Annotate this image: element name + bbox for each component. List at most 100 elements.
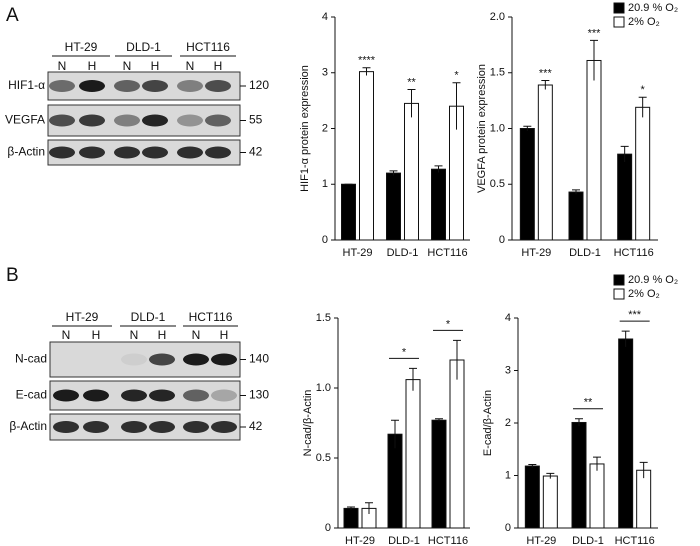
bar xyxy=(571,421,587,529)
error-bar xyxy=(435,418,443,422)
error-bar xyxy=(523,125,532,131)
y-tick-label: 1.5 xyxy=(316,312,331,324)
bar xyxy=(618,338,634,529)
blot-band xyxy=(79,146,105,159)
cell-line-label: HCT116 xyxy=(189,310,233,324)
lane-label: N xyxy=(130,328,139,342)
blot-band xyxy=(149,389,175,402)
blot-band xyxy=(142,146,168,159)
y-tick-label: 1 xyxy=(505,469,511,481)
bar xyxy=(431,168,446,241)
significance-label: * xyxy=(446,318,451,330)
bar xyxy=(343,507,359,529)
y-tick-label: 4 xyxy=(322,11,328,23)
blot-band xyxy=(149,353,175,366)
y-tick-label: 4 xyxy=(505,312,511,324)
bar xyxy=(586,59,602,241)
row-label: β-Actin xyxy=(9,419,47,433)
bar xyxy=(589,463,605,529)
blot-band xyxy=(121,353,147,366)
legend-label: 2% O₂ xyxy=(628,288,660,300)
bar xyxy=(542,475,558,529)
x-tick-label: DLD-1 xyxy=(569,247,601,259)
y-tick-label: 0 xyxy=(325,522,331,534)
y-axis-label: E-cad/β-Actin xyxy=(482,390,494,456)
lane-label: H xyxy=(220,328,229,342)
significance-label: **** xyxy=(358,55,376,67)
legend-label: 2% O₂ xyxy=(628,16,660,28)
blot-band xyxy=(79,114,105,127)
bar xyxy=(341,183,356,241)
blot-band xyxy=(49,114,75,127)
mw-label: 120 xyxy=(249,78,269,92)
y-tick-label: 2 xyxy=(505,417,511,429)
y-tick-label: 2.0 xyxy=(490,11,505,23)
y-axis-label: VEGFA protein expression xyxy=(476,64,488,193)
x-tick-label: DLD-1 xyxy=(387,247,419,259)
bar xyxy=(359,71,374,241)
x-tick-label: HT-29 xyxy=(521,247,551,259)
panel-label: A xyxy=(6,5,19,26)
blot-band xyxy=(114,114,140,127)
error-bar xyxy=(453,339,461,380)
x-tick-label: HCT116 xyxy=(427,247,467,259)
x-tick-label: HT-29 xyxy=(345,535,375,546)
cell-line-label: DLD-1 xyxy=(131,310,166,324)
mw-label: 130 xyxy=(249,388,269,402)
lane-label: N xyxy=(192,328,201,342)
y-tick-label: 1.0 xyxy=(316,382,331,394)
error-bar xyxy=(409,367,417,391)
significance-label: ** xyxy=(407,76,416,88)
error-bar xyxy=(391,419,399,449)
lane-label: N xyxy=(123,59,132,73)
error-bar xyxy=(638,96,647,118)
significance-label: * xyxy=(641,84,646,96)
error-bar xyxy=(365,502,373,514)
blot-band xyxy=(53,389,79,402)
significance-label: * xyxy=(454,70,459,82)
y-tick-label: 0.5 xyxy=(490,178,505,190)
error-bar xyxy=(572,189,580,195)
blot-band xyxy=(211,421,237,433)
error-bar xyxy=(362,67,371,76)
bar xyxy=(635,106,651,241)
cell-line-label: HT-29 xyxy=(66,310,99,324)
blot-band xyxy=(149,421,175,433)
blot-band xyxy=(205,80,231,92)
legend-swatch xyxy=(613,16,625,28)
panel-label: B xyxy=(6,265,19,286)
blot-band xyxy=(114,146,140,159)
error-bar xyxy=(575,418,583,427)
lane-label: N xyxy=(62,328,71,342)
mw-label: 140 xyxy=(249,352,269,366)
row-label: HIF1-α xyxy=(8,78,45,92)
y-tick-label: 0 xyxy=(499,234,505,246)
blot-band xyxy=(211,389,237,402)
blot-band xyxy=(121,421,147,433)
blot-band xyxy=(83,389,109,402)
blot-band xyxy=(183,353,209,366)
x-tick-label: HT-29 xyxy=(343,247,373,259)
y-axis-label: N-cad/β-Actin xyxy=(302,390,314,457)
y-tick-label: 2 xyxy=(322,122,328,134)
error-bar xyxy=(347,506,355,510)
y-tick-label: 0 xyxy=(322,234,328,246)
blot-band xyxy=(205,114,231,127)
y-tick-label: 3 xyxy=(505,364,511,376)
blot-band xyxy=(177,146,203,159)
lane-label: N xyxy=(58,59,67,73)
legend-label: 20.9 % O₂ xyxy=(628,274,678,286)
bar xyxy=(387,433,403,529)
y-tick-label: 1 xyxy=(322,178,328,190)
error-bar xyxy=(639,461,648,479)
x-tick-label: HCT116 xyxy=(615,535,655,546)
cell-line-label: HT-29 xyxy=(65,40,98,54)
lane-label: H xyxy=(88,59,97,73)
blot-band xyxy=(121,389,147,402)
bar xyxy=(568,191,584,241)
blot-band xyxy=(183,421,209,433)
blot-band xyxy=(142,80,168,92)
bar xyxy=(617,153,633,241)
error-bar xyxy=(546,472,555,479)
